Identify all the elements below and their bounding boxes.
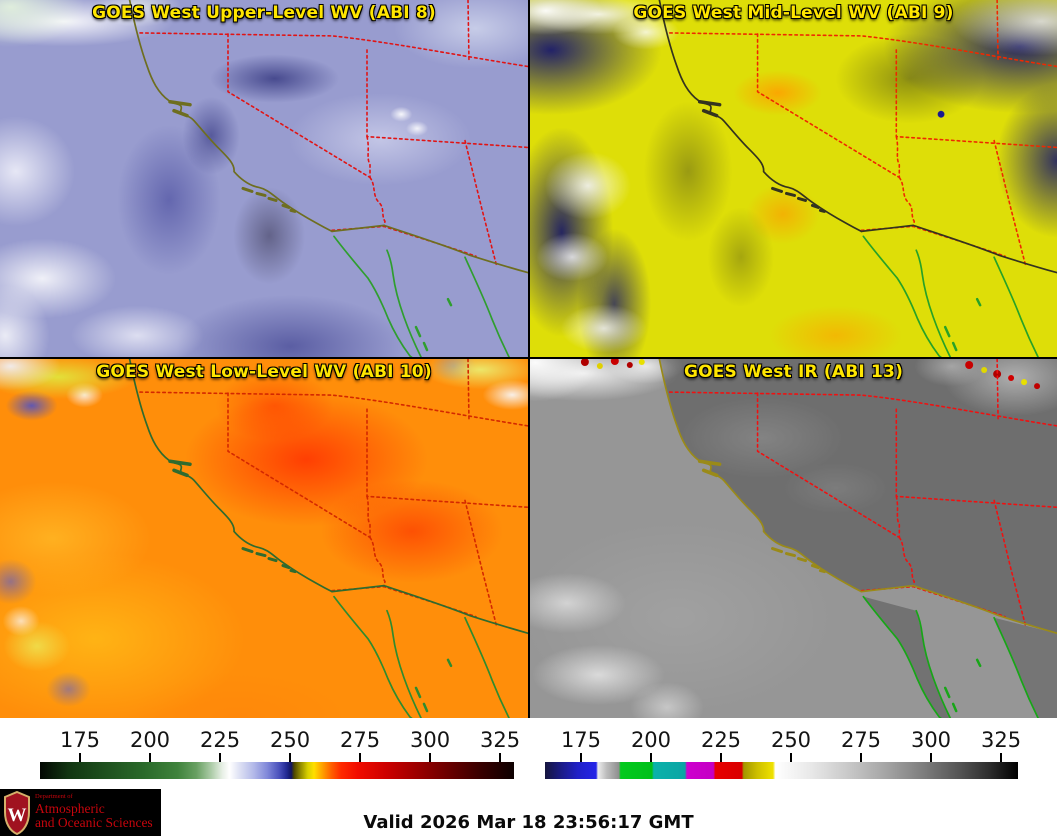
panel-title-abi13: GOES West IR (ABI 13) — [683, 362, 904, 382]
colorbar-tick-label: 325 — [480, 728, 521, 752]
colorbar-tick — [219, 753, 222, 762]
colorbar-tick — [499, 753, 502, 762]
uw-aos-logo-text: Department of Atmospheric and Oceanic Sc… — [35, 794, 153, 830]
logo-line-oceanic: and Oceanic Sciences — [35, 815, 153, 831]
panel-mid-level-wv-abi9: GOES West Mid-Level WV (ABI 9) — [530, 0, 1057, 357]
colorbar-tick — [79, 753, 81, 762]
uw-aos-logo: W Department of Atmospheric and Oceanic … — [0, 789, 161, 836]
panel-low-level-wv-abi10: GOES West Low-Level WV (ABI 10) — [0, 359, 528, 718]
state-borders — [668, 0, 1057, 269]
panel-upper-level-wv-abi8: GOES West Upper-Level WV (ABI 8) — [0, 0, 528, 357]
map-overlay-abi9 — [657, 0, 1057, 357]
map-overlay-abi8 — [127, 0, 528, 357]
colorbar-tick-label: 200 — [630, 728, 672, 752]
colorbar-tick-label: 300 — [410, 728, 451, 752]
colorbar-tick-label: 225 — [700, 728, 742, 752]
colorbar-tick-label: 325 — [980, 728, 1022, 752]
colorbar-tick — [579, 753, 582, 762]
baja-outline — [332, 595, 512, 718]
colorbar-tick — [359, 753, 362, 762]
colorbar-tick-label: 175 — [59, 728, 101, 752]
logo-dept-line: Department of — [35, 793, 73, 801]
colorbar-tick-label: 200 — [129, 728, 171, 752]
logo-line-atmospheric: Atmospheric — [35, 801, 105, 817]
colorbar-tick — [1000, 753, 1003, 762]
panel-title-abi10: GOES West Low-Level WV (ABI 10) — [96, 362, 432, 382]
baja-outline — [862, 235, 1041, 357]
map-overlay-abi10 — [127, 359, 528, 718]
svg-text:W: W — [8, 805, 27, 826]
uw-crest-icon: W — [4, 790, 30, 835]
colorbar-tick-label: 275 — [840, 728, 882, 752]
map-overlay-abi13 — [580, 359, 1057, 718]
satellite-panel-grid: GOES West Upper-Level WV (ABI 8) GOES We… — [0, 0, 1057, 718]
colorbar-tick — [790, 753, 792, 762]
colorbar-tick-label: 250 — [269, 728, 311, 752]
colorbar-tick-label: 275 — [339, 728, 381, 752]
baja-outline — [332, 235, 512, 357]
mainland-mexico-shading — [994, 617, 1057, 718]
colorbar-tick — [649, 753, 652, 762]
panel-title-abi8: GOES West Upper-Level WV (ABI 8) — [92, 3, 436, 23]
colorbar-tick — [149, 753, 151, 762]
baja-shading — [863, 596, 951, 718]
colorbar-tick — [860, 753, 862, 762]
colorbar-tick — [429, 753, 432, 762]
state-borders — [139, 0, 528, 269]
state-borders — [139, 359, 528, 629]
cold-cloud-top-speckles — [580, 359, 1041, 390]
colorbar-tick — [930, 753, 932, 762]
colorbar-tick-label: 225 — [199, 728, 241, 752]
colorbar-tick-label: 250 — [770, 728, 812, 752]
wv-colorbar-gradient — [40, 762, 514, 779]
land-shading — [659, 359, 1057, 634]
colorbar-tick — [289, 753, 292, 762]
valid-time-label: Valid 2026 Mar 18 23:56:17 GMT — [363, 812, 694, 833]
wv-colorbar: 175 200 225 250 275 300 325 — [40, 728, 520, 780]
colorbar-tick — [720, 753, 722, 762]
ir-colorbar-gradient — [545, 762, 1018, 779]
colorbar-tick-label: 300 — [910, 728, 952, 752]
colorbar-tick-label: 175 — [560, 728, 602, 752]
panel-ir-abi13: GOES West IR (ABI 13) — [530, 359, 1057, 718]
ir-colorbar: 175 200 225 250 275 300 325 — [545, 728, 1022, 780]
panel-title-abi9: GOES West Mid-Level WV (ABI 9) — [633, 3, 954, 23]
